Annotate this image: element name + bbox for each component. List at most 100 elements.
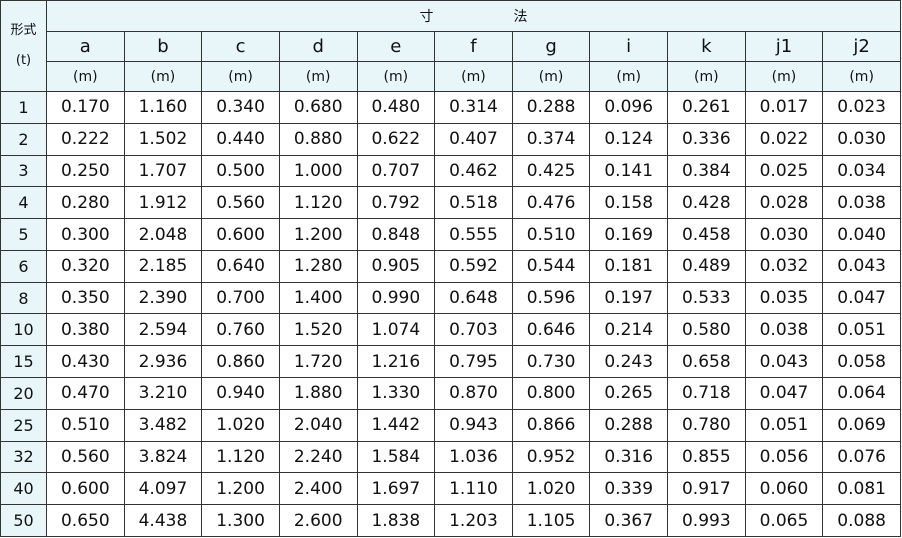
table-cell: 1.838 — [356, 504, 436, 537]
table-cell: 0.440 — [201, 122, 280, 156]
table-cell: 3.210 — [123, 377, 203, 410]
table-cell: 0.518 — [434, 186, 513, 220]
table-cell: 0.025 — [744, 154, 824, 188]
table-cell: 0.047 — [744, 377, 824, 410]
table-cell: 1.912 — [123, 186, 203, 220]
table-cell: 1.200 — [201, 472, 280, 506]
table-cell: 0.030 — [822, 122, 901, 156]
table-cell: 0.500 — [201, 154, 280, 188]
column-unit: (m) — [123, 61, 203, 92]
row-id: 40 — [0, 472, 47, 506]
table-cell: 1.105 — [511, 504, 591, 537]
table-row: 25 0.510 3.482 1.020 2.040 1.442 0.943 0.866 0.2… — [0, 408, 901, 442]
table-cell: 4.097 — [123, 472, 203, 506]
column-header: a — [46, 31, 125, 62]
table-cell: 2.594 — [123, 313, 203, 347]
table-cell: 1.520 — [278, 313, 358, 347]
table-cell: 0.792 — [356, 186, 436, 220]
table-cell: 0.943 — [434, 408, 513, 442]
table-cell: 1.502 — [123, 122, 203, 156]
table-cell: 0.555 — [434, 218, 513, 251]
row-id: 3 — [0, 154, 47, 188]
table-cell: 0.860 — [201, 345, 280, 379]
table-cell: 1.200 — [278, 218, 358, 251]
table-cell: 0.580 — [667, 313, 746, 347]
table-cell: 0.640 — [201, 249, 280, 283]
table-cell: 0.261 — [667, 91, 746, 124]
table-cell: 0.730 — [511, 345, 591, 379]
table-cell: 0.489 — [667, 249, 746, 283]
table-cell: 0.060 — [744, 472, 824, 506]
table-cell: 0.430 — [46, 345, 125, 379]
table-cell: 2.240 — [278, 440, 358, 474]
row-id: 50 — [0, 504, 47, 537]
table-cell: 1.720 — [278, 345, 358, 379]
table-cell: 0.058 — [822, 345, 901, 379]
table-cell: 1.020 — [511, 472, 591, 506]
table-cell: 0.280 — [46, 186, 125, 220]
row-id: 10 — [0, 313, 47, 347]
table-row: 8 0.350 2.390 0.700 1.400 0.990 0.648 0.596 0.19… — [0, 281, 901, 315]
table-cell: 0.510 — [511, 218, 591, 251]
table-cell: 0.043 — [822, 249, 901, 283]
table-cell: 0.028 — [744, 186, 824, 220]
table-cell: 0.703 — [434, 313, 513, 347]
column-header: i — [589, 31, 668, 62]
column-unit: (m) — [356, 61, 436, 92]
table-cell: 3.824 — [123, 440, 203, 474]
table-cell: 0.533 — [667, 281, 746, 315]
table-cell: 0.197 — [589, 281, 668, 315]
column-unit: (m) — [822, 61, 901, 92]
table-cell: 0.622 — [356, 122, 436, 156]
table-cell: 0.458 — [667, 218, 746, 251]
table-cell: 0.056 — [744, 440, 824, 474]
table-cell: 1.280 — [278, 249, 358, 283]
table-cell: 2.185 — [123, 249, 203, 283]
row-id: 4 — [0, 186, 47, 220]
table-cell: 0.158 — [589, 186, 668, 220]
table-cell: 0.069 — [822, 408, 901, 442]
table-row: 3 0.250 1.707 0.500 1.000 0.707 0.462 0.425 0.14… — [0, 154, 901, 188]
corner-unit: (t) — [15, 53, 32, 68]
table-cell: 1.120 — [278, 186, 358, 220]
table-cell: 1.000 — [278, 154, 358, 188]
table-cell: 2.936 — [123, 345, 203, 379]
table-cell: 0.384 — [667, 154, 746, 188]
table-cell: 0.023 — [822, 91, 901, 124]
table-cell: 1.707 — [123, 154, 203, 188]
table-cell: 0.560 — [46, 440, 125, 474]
table-cell: 0.592 — [434, 249, 513, 283]
table-row: 50 0.650 4.438 1.300 2.600 1.838 1.203 1.105 0.3… — [0, 504, 901, 537]
column-unit: (m) — [589, 61, 668, 92]
table-cell: 0.428 — [667, 186, 746, 220]
table-cell: 2.600 — [278, 504, 358, 537]
column-unit: (m) — [434, 61, 513, 92]
table-cell: 0.560 — [201, 186, 280, 220]
column-header: b — [123, 31, 203, 62]
table-cell: 0.169 — [589, 218, 668, 251]
row-id: 20 — [0, 377, 47, 410]
table-cell: 0.407 — [434, 122, 513, 156]
table-cell: 0.476 — [511, 186, 591, 220]
table-cell: 0.340 — [201, 91, 280, 124]
table-cell: 1.074 — [356, 313, 436, 347]
row-id: 25 — [0, 408, 47, 442]
table-cell: 0.650 — [46, 504, 125, 537]
table-row: 6 0.320 2.185 0.640 1.280 0.905 0.592 0.544 0.18… — [0, 249, 901, 283]
table-cell: 0.600 — [201, 218, 280, 251]
corner-cell: 形式 (t) — [0, 0, 47, 92]
table-cell: 0.905 — [356, 249, 436, 283]
column-unit: (m) — [511, 61, 591, 92]
table-cell: 0.035 — [744, 281, 824, 315]
table-cell: 0.990 — [356, 281, 436, 315]
column-header: d — [278, 31, 358, 62]
table-cell: 0.250 — [46, 154, 125, 188]
column-header: e — [356, 31, 436, 62]
table-cell: 1.442 — [356, 408, 436, 442]
table-cell: 0.032 — [744, 249, 824, 283]
table-cell: 1.880 — [278, 377, 358, 410]
table-cell: 1.216 — [356, 345, 436, 379]
table-cell: 1.697 — [356, 472, 436, 506]
row-id: 8 — [0, 281, 47, 315]
table-cell: 0.855 — [667, 440, 746, 474]
